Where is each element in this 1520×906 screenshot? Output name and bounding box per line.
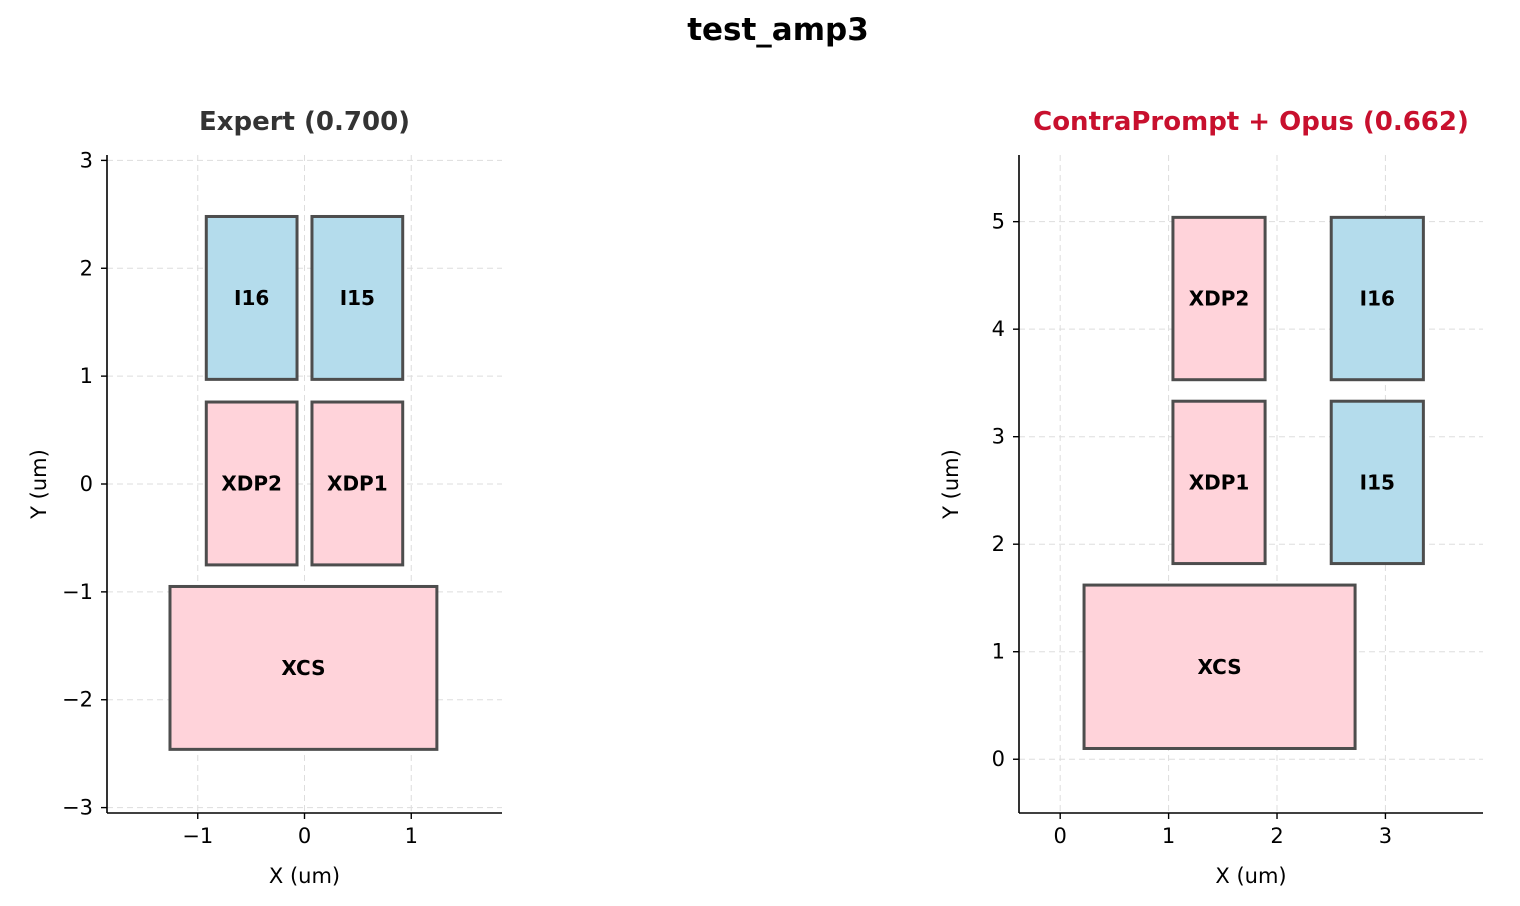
x-tick-label: 1 <box>1162 824 1175 848</box>
y-tick-label: −2 <box>62 688 93 712</box>
block-xdp1 <box>310 400 405 567</box>
block-label-xdp2: XDP2 <box>1189 287 1250 311</box>
x-tick-label: 2 <box>1270 824 1283 848</box>
x-tick-label: 0 <box>1054 824 1067 848</box>
y-tick-label: 2 <box>992 532 1005 556</box>
block-label-xdp2: XDP2 <box>221 471 282 495</box>
block-label-i15: I15 <box>340 286 375 310</box>
expert-panel: I16 I15 XDP2 XDP1 XCS −1 0 1 −3 −2 −1 0 1 2 3 X (um) Y (… <box>27 107 502 888</box>
figure-title: test_amp3 <box>687 12 869 48</box>
block-i16 <box>1329 215 1425 382</box>
y-tick-label: 0 <box>80 472 93 496</box>
y-tick-label: 3 <box>992 425 1005 449</box>
model-panel-title: ContraPrompt + Opus (0.662) <box>1033 107 1469 137</box>
block-i16 <box>204 214 299 381</box>
block-label-i16: I16 <box>234 286 269 310</box>
block-xdp2 <box>1171 215 1267 382</box>
expert-panel-title: Expert (0.700) <box>199 107 410 137</box>
y-tick-label: 1 <box>992 640 1005 664</box>
block-label-xdp1: XDP1 <box>1189 470 1250 494</box>
y-tick-label: 3 <box>80 148 93 172</box>
y-axis-label: Y (um) <box>939 449 963 520</box>
x-axis-label: X (um) <box>269 864 340 888</box>
y-tick-label: 4 <box>992 317 1005 341</box>
block-label-xcs: XCS <box>281 656 325 680</box>
y-axis-label: Y (um) <box>27 449 51 520</box>
y-tick-label: 0 <box>992 747 1005 771</box>
x-tick-label: 0 <box>298 824 311 848</box>
x-tick-label: −1 <box>182 824 213 848</box>
x-tick-label: 1 <box>405 824 418 848</box>
block-i15 <box>310 214 405 381</box>
x-axis-label: X (um) <box>1215 864 1286 888</box>
block-xdp2 <box>204 400 299 567</box>
y-tick-label: −3 <box>62 796 93 820</box>
y-tick-label: 5 <box>992 210 1005 234</box>
y-tick-label: 1 <box>80 364 93 388</box>
model-panel: XDP2 I16 XDP1 I15 XCS 0 1 2 3 0 1 2 3 4 5 X (um) Y (um) C… <box>939 107 1483 888</box>
block-xcs <box>1082 583 1357 750</box>
y-tick-label: −1 <box>62 580 93 604</box>
block-xdp1 <box>1171 399 1267 566</box>
block-label-i16: I16 <box>1360 287 1395 311</box>
block-label-i15: I15 <box>1360 470 1395 494</box>
y-tick-label: 2 <box>80 256 93 280</box>
block-label-xcs: XCS <box>1197 655 1241 679</box>
block-i15 <box>1329 399 1425 566</box>
x-tick-label: 3 <box>1379 824 1392 848</box>
block-label-xdp1: XDP1 <box>327 471 388 495</box>
block-xcs <box>168 584 439 751</box>
